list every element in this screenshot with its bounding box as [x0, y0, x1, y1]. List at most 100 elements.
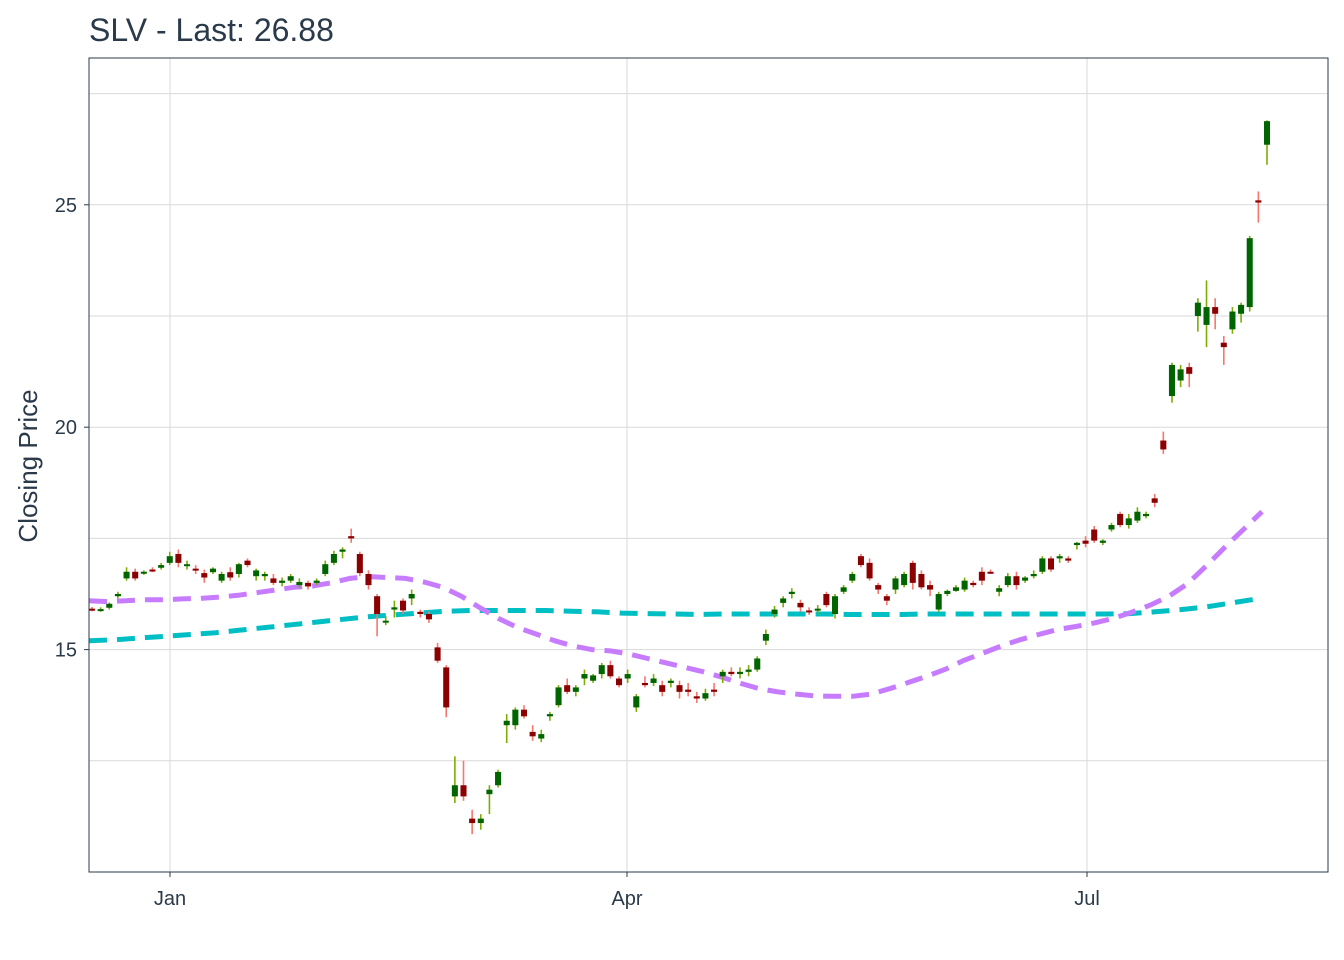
candle-body — [304, 582, 312, 587]
moving-average-short — [88, 509, 1264, 699]
candle-body — [961, 580, 968, 590]
x-tick-label: Jul — [1074, 888, 1100, 910]
candle — [1160, 431, 1167, 454]
candle-body — [754, 658, 761, 670]
candle-body — [1160, 440, 1167, 450]
candle — [1246, 235, 1253, 312]
candle — [771, 606, 778, 618]
candle-body — [875, 585, 882, 590]
candle — [1220, 336, 1227, 365]
candle — [417, 609, 424, 618]
candle — [866, 558, 873, 581]
candle-body — [641, 682, 648, 686]
candle — [270, 573, 277, 586]
candle — [365, 570, 372, 590]
candle-body — [685, 689, 692, 692]
candle — [650, 674, 657, 687]
candle — [745, 665, 752, 677]
candle — [339, 547, 346, 559]
candle-body — [175, 553, 182, 563]
candle — [443, 665, 450, 718]
candle-body — [365, 573, 372, 586]
candle-body — [1134, 511, 1141, 521]
candle — [330, 550, 337, 566]
moving-averages — [88, 509, 1264, 699]
candle-body — [1177, 369, 1184, 381]
candle-body — [909, 562, 916, 583]
candle-body — [650, 678, 657, 683]
candle — [590, 674, 597, 683]
candle — [1030, 570, 1037, 579]
candle — [469, 809, 476, 835]
candle — [780, 596, 787, 608]
candle-body — [140, 571, 147, 574]
y-axis-title: Closing Price — [13, 389, 43, 542]
candle — [797, 599, 804, 612]
candle — [201, 569, 208, 583]
candle — [1039, 556, 1046, 574]
candle-body — [132, 571, 139, 579]
candle — [1056, 553, 1063, 563]
candle — [736, 667, 744, 679]
candle-body — [1091, 529, 1098, 541]
candle — [1263, 120, 1271, 165]
candle — [711, 682, 718, 697]
candle-body — [279, 580, 286, 583]
candle-body — [1013, 576, 1020, 586]
candle — [667, 678, 674, 688]
candle — [754, 656, 761, 672]
candle-body — [736, 671, 744, 675]
candle-body — [512, 709, 519, 726]
candle-body — [572, 687, 579, 692]
candle — [1194, 298, 1201, 332]
candle-body — [1194, 302, 1201, 316]
candle — [140, 570, 147, 575]
candle-body — [970, 582, 977, 586]
candle-body — [1030, 573, 1037, 577]
candle — [624, 669, 631, 683]
candle — [123, 567, 130, 581]
candle-body — [97, 609, 104, 612]
candle-body — [883, 596, 890, 601]
candle — [857, 553, 864, 568]
candle — [901, 571, 908, 588]
candle-body — [667, 680, 674, 683]
candle — [434, 642, 441, 663]
candles — [88, 120, 1271, 835]
candle — [425, 611, 432, 623]
candle — [918, 570, 925, 590]
candle — [1186, 362, 1193, 388]
candle-body — [1082, 540, 1089, 544]
candle-body — [806, 610, 813, 613]
candle-body — [287, 576, 294, 581]
candle-body — [218, 573, 225, 581]
candle — [909, 560, 916, 590]
candle — [961, 577, 968, 592]
candle — [598, 662, 605, 679]
candle — [831, 593, 839, 619]
candle-body — [918, 573, 925, 588]
candle — [564, 678, 571, 695]
candle — [1238, 302, 1245, 323]
candle-body — [261, 573, 268, 577]
candle — [97, 607, 104, 612]
candle-body — [1022, 577, 1029, 581]
candle — [1099, 539, 1106, 546]
candle-body — [564, 685, 571, 692]
candle-body — [477, 818, 484, 824]
candle — [538, 729, 545, 743]
candle — [615, 676, 623, 688]
candle — [892, 576, 899, 594]
candle-body — [1117, 513, 1124, 526]
candle-body — [823, 593, 830, 606]
candle — [261, 571, 268, 581]
candle — [1117, 511, 1124, 528]
candle-body — [348, 536, 355, 539]
candle — [546, 711, 553, 721]
candle-body — [676, 685, 683, 692]
candle — [529, 725, 536, 741]
candle — [1151, 493, 1158, 508]
candle — [477, 814, 484, 830]
candle — [978, 567, 985, 586]
candle-body — [244, 560, 251, 566]
